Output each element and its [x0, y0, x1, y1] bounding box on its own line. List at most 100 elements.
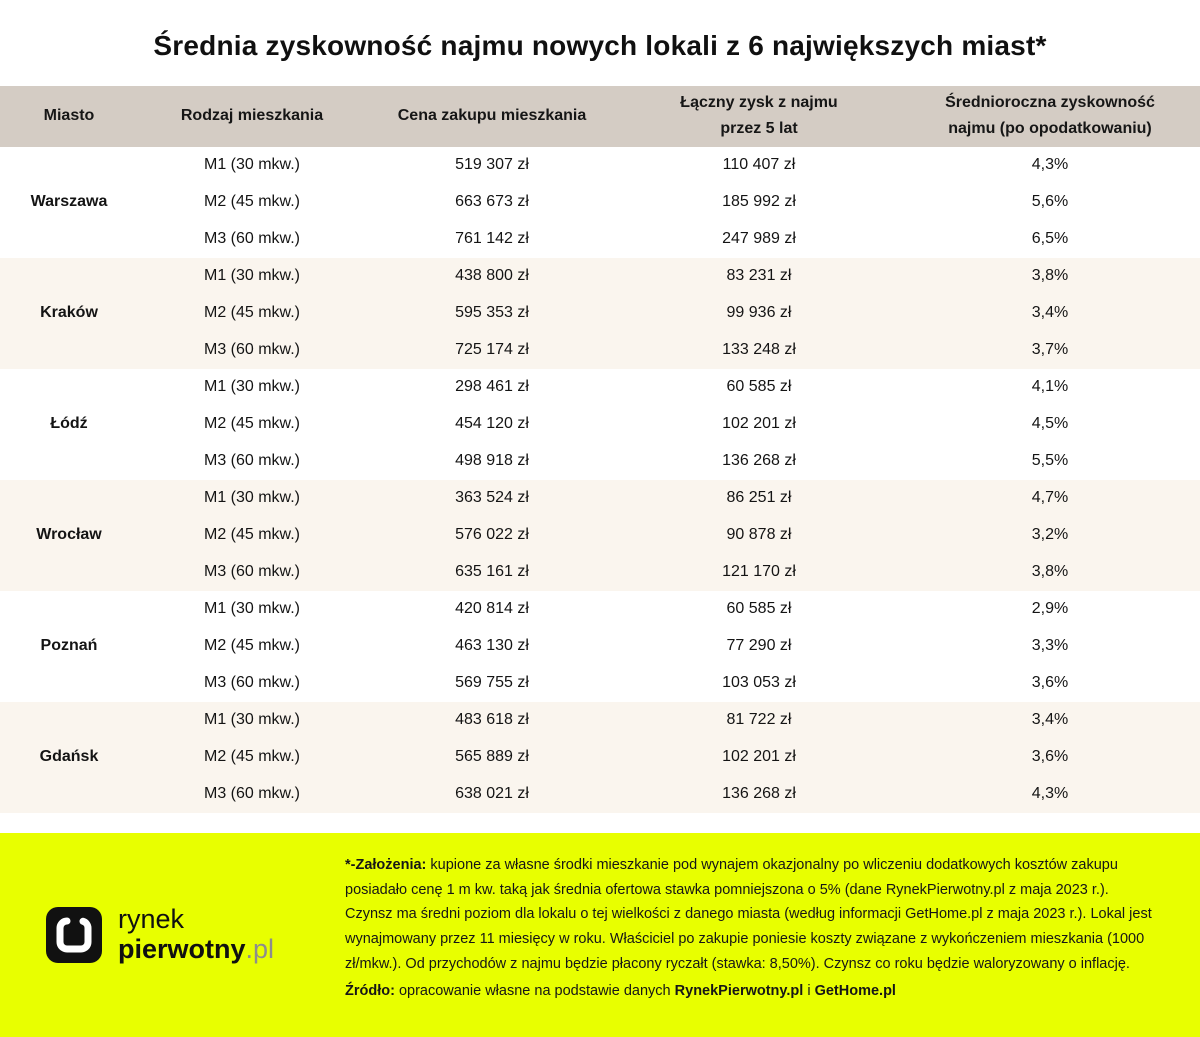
purchase-price-cell: 576 022 zł — [366, 516, 618, 554]
purchase-price-cell: 498 918 zł — [366, 442, 618, 480]
source-note: Źródło: opracowanie własne na podstawie … — [345, 979, 1155, 1004]
rynekpierwotny-logo-icon — [46, 907, 102, 963]
table-row: M2 (45 mkw.) 454 120 zł 102 201 zł 4,5% — [0, 405, 1200, 443]
table-header: Miasto Rodzaj mieszkania Cena zakupu mie… — [0, 86, 1200, 147]
yield-cell: 3,6% — [900, 664, 1200, 702]
yield-cell: 3,7% — [900, 331, 1200, 369]
profit-5y-cell: 136 268 zł — [618, 442, 900, 480]
city-cell: Gdańsk — [0, 701, 138, 813]
table-row: Warszawa M1 (30 mkw.) 519 307 zł 110 407 zł… — [0, 146, 1200, 258]
purchase-price-cell: 761 142 zł — [366, 220, 618, 258]
purchase-price-cell: 454 120 zł — [366, 405, 618, 443]
yield-cell: 6,5% — [900, 220, 1200, 258]
apartment-type-cell: M3 (60 mkw.) — [138, 331, 366, 369]
purchase-price-cell: 569 755 zł — [366, 664, 618, 702]
apartment-type-cell: M2 (45 mkw.) — [138, 738, 366, 776]
purchase-price-cell: 363 524 zł — [366, 479, 618, 517]
city-cell: Łódź — [0, 368, 138, 480]
apartment-type-cell: M1 (30 mkw.) — [138, 368, 366, 406]
table-row: M3 (60 mkw.) 569 755 zł 103 053 zł 3,6% — [0, 664, 1200, 702]
purchase-price-cell: 420 814 zł — [366, 590, 618, 628]
table-row: M2 (45 mkw.) 663 673 zł 185 992 zł 5,6% — [0, 183, 1200, 221]
profit-5y-cell: 60 585 zł — [618, 368, 900, 406]
yield-cell: 3,3% — [900, 627, 1200, 665]
table-row: Poznań M1 (30 mkw.) 420 814 zł 60 585 zł 2,9… — [0, 590, 1200, 702]
apartment-type-cell: M3 (60 mkw.) — [138, 442, 366, 480]
apartment-type-cell: M3 (60 mkw.) — [138, 775, 366, 813]
table-body: Warszawa M1 (30 mkw.) 519 307 zł 110 407 zł… — [0, 146, 1200, 813]
yield-cell: 3,8% — [900, 257, 1200, 295]
purchase-price-cell: 463 130 zł — [366, 627, 618, 665]
apartment-type-cell: M1 (30 mkw.) — [138, 257, 366, 295]
apartment-type-cell: M2 (45 mkw.) — [138, 183, 366, 221]
rynekpierwotny-logo: rynek pierwotny.pl — [0, 833, 345, 1037]
table-row: Łódź M1 (30 mkw.) 298 461 zł 60 585 zł 4,1% — [0, 368, 1200, 480]
apartment-type-cell: M3 (60 mkw.) — [138, 553, 366, 591]
source-brand-rynekpierwotny: RynekPierwotny.pl — [674, 983, 804, 1000]
table-row: M2 (45 mkw.) 595 353 zł 99 936 zł 3,4% — [0, 294, 1200, 332]
yield-cell: 3,4% — [900, 294, 1200, 332]
yield-cell: 4,1% — [900, 368, 1200, 406]
table-row: M3 (60 mkw.) 498 918 zł 136 268 zł 5,5% — [0, 442, 1200, 480]
col-header-profit-5y: Łączny zysk z najmu przez 5 lat — [618, 86, 900, 147]
city-cell: Kraków — [0, 257, 138, 369]
table-row: M3 (60 mkw.) 725 174 zł 133 248 zł 3,7% — [0, 331, 1200, 369]
apartment-type-cell: M2 (45 mkw.) — [138, 627, 366, 665]
yield-cell: 3,6% — [900, 738, 1200, 776]
profit-5y-cell: 60 585 zł — [618, 590, 900, 628]
purchase-price-cell: 638 021 zł — [366, 775, 618, 813]
profit-5y-cell: 102 201 zł — [618, 405, 900, 443]
footer: rynek pierwotny.pl *-Założenia: kupione … — [0, 833, 1200, 1037]
source-separator: i — [803, 983, 815, 1000]
city-cell: Wrocław — [0, 479, 138, 591]
purchase-price-cell: 595 353 zł — [366, 294, 618, 332]
col-header-purchase-price: Cena zakupu mieszkania — [366, 86, 618, 147]
table-row: Wrocław M1 (30 mkw.) 363 524 zł 86 251 zł 4,… — [0, 479, 1200, 591]
apartment-type-cell: M1 (30 mkw.) — [138, 590, 366, 628]
profit-5y-cell: 83 231 zł — [618, 257, 900, 295]
table-row: M2 (45 mkw.) 565 889 zł 102 201 zł 3,6% — [0, 738, 1200, 776]
apartment-type-cell: M2 (45 mkw.) — [138, 516, 366, 554]
profit-5y-cell: 247 989 zł — [618, 220, 900, 258]
page-title: Średnia zyskowność najmu nowych lokali z… — [153, 30, 1047, 61]
profit-5y-cell: 121 170 zł — [618, 553, 900, 591]
profit-5y-cell: 77 290 zł — [618, 627, 900, 665]
footnote-block: *-Założenia: kupione za własne środki mi… — [345, 833, 1200, 1037]
source-brand-gethome: GetHome.pl — [814, 983, 896, 1000]
apartment-type-cell: M1 (30 mkw.) — [138, 146, 366, 184]
apartment-type-cell: M3 (60 mkw.) — [138, 664, 366, 702]
table-row: M3 (60 mkw.) 761 142 zł 247 989 zł 6,5% — [0, 220, 1200, 258]
purchase-price-cell: 565 889 zł — [366, 738, 618, 776]
assumptions-note: *-Założenia: kupione za własne środki mi… — [345, 853, 1155, 976]
apartment-type-cell: M3 (60 mkw.) — [138, 220, 366, 258]
table-row: Kraków M1 (30 mkw.) 438 800 zł 83 231 zł 3,8… — [0, 257, 1200, 369]
profit-5y-cell: 103 053 zł — [618, 664, 900, 702]
purchase-price-cell: 438 800 zł — [366, 257, 618, 295]
apartment-type-cell: M1 (30 mkw.) — [138, 479, 366, 517]
rental-yield-table: Miasto Rodzaj mieszkania Cena zakupu mie… — [0, 86, 1200, 813]
table-row: Gdańsk M1 (30 mkw.) 483 618 zł 81 722 zł 3,4… — [0, 701, 1200, 813]
city-cell: Warszawa — [0, 146, 138, 258]
table-row: M2 (45 mkw.) 576 022 zł 90 878 zł 3,2% — [0, 516, 1200, 554]
purchase-price-cell: 519 307 zł — [366, 146, 618, 184]
apartment-type-cell: M2 (45 mkw.) — [138, 294, 366, 332]
yield-cell: 5,6% — [900, 183, 1200, 221]
yield-cell: 5,5% — [900, 442, 1200, 480]
yield-cell: 4,3% — [900, 775, 1200, 813]
table-row: M3 (60 mkw.) 638 021 zł 136 268 zł 4,3% — [0, 775, 1200, 813]
logo-word-rynek: rynek — [118, 904, 185, 935]
purchase-price-cell: 298 461 zł — [366, 368, 618, 406]
logo-suffix-pl: .pl — [245, 934, 275, 964]
yield-cell: 4,5% — [900, 405, 1200, 443]
table-row: M3 (60 mkw.) 635 161 zł 121 170 zł 3,8% — [0, 553, 1200, 591]
assumptions-text: kupione za własne środki mieszkanie pod … — [345, 857, 1152, 972]
profit-5y-cell: 90 878 zł — [618, 516, 900, 554]
profit-5y-cell: 133 248 zł — [618, 331, 900, 369]
purchase-price-cell: 635 161 zł — [366, 553, 618, 591]
source-label: Źródło: — [345, 983, 395, 1000]
logo-word-pierwotny-pl: pierwotny.pl — [118, 934, 275, 965]
col-header-apartment-type: Rodzaj mieszkania — [138, 86, 366, 147]
profit-5y-cell: 81 722 zł — [618, 701, 900, 739]
source-text: opracowanie własne na podstawie danych — [394, 983, 675, 1000]
